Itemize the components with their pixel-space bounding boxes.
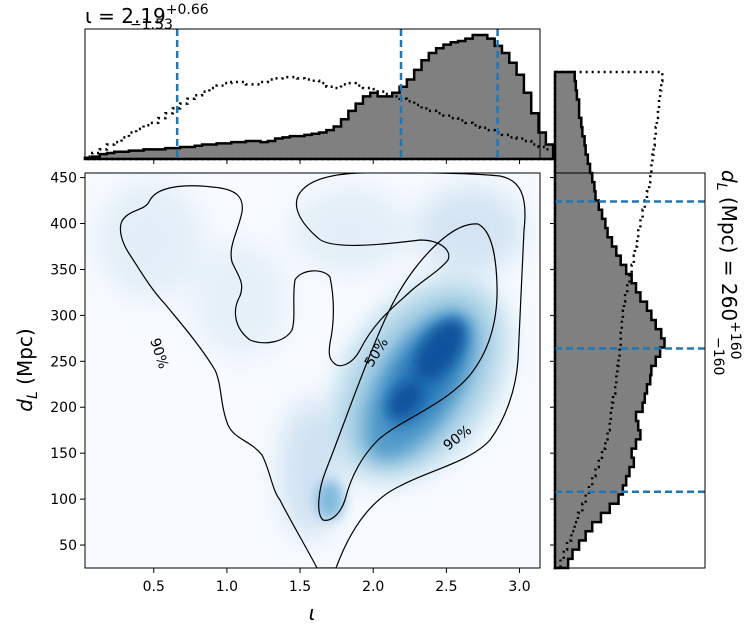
dl-posterior-histogram (553, 70, 666, 570)
right-panel-ticks (550, 177, 555, 546)
y-label-sub: L (25, 391, 41, 399)
y-tick-label: 100 (50, 492, 77, 508)
x-tick-label: 1.0 (216, 579, 238, 595)
y-tick-label: 350 (50, 262, 77, 278)
iota-prior-histogram (83, 75, 555, 161)
dl-quantile-lines (555, 200, 705, 494)
contour-90-outer (119, 173, 526, 568)
x-tick-label: 3.0 (508, 579, 530, 595)
top-panel-ticks (153, 159, 521, 164)
y-axis-label: dL (Mpc) (13, 328, 41, 411)
y-tick-label: 400 (50, 217, 77, 233)
iota-posterior-histogram (83, 33, 555, 161)
right-marginal-panel: dL (Mpc) = 260+160 −160 (550, 70, 750, 570)
dl-title-main-sub: L (713, 183, 729, 191)
x-tick-label: 0.5 (143, 579, 165, 595)
x-tick-label: 2.0 (362, 579, 384, 595)
iota-title-sub: −1.53 (130, 17, 173, 33)
top-marginal-panel: ι = 2.19+0.66 −1.53 (83, 0, 555, 164)
dl-title-sub: −160 (710, 337, 726, 375)
y-label-main: d (13, 399, 37, 412)
y-tick-label: 50 (59, 538, 77, 554)
density-heatmap (95, 173, 526, 568)
main-density-panel: 90% 50% 90% 0.5 1.0 1.5 2.0 2.5 3.0 501001502… (13, 171, 541, 625)
y-label-rest: (Mpc) (13, 328, 37, 391)
dl-title-rest: (Mpc) = 260 (717, 191, 741, 322)
iota-summary-title: ι = 2.19+0.66 −1.53 (85, 0, 215, 33)
contour-50 (318, 223, 498, 521)
iota-title-sup: +0.66 (166, 2, 209, 18)
x-axis-label: ι (309, 601, 316, 625)
dl-title-main: d (717, 170, 741, 183)
y-tick-label: 150 (50, 446, 77, 462)
iota-title-main: ι = 2.19 (85, 4, 166, 28)
y-tick-label: 200 (50, 400, 77, 416)
y-tick-label: 250 (50, 354, 77, 370)
dl-summary-title: dL (Mpc) = 260+160 −160 (710, 170, 750, 375)
main-y-ticks: 50 100 150 200 250 300 350 400 450 (50, 171, 85, 554)
x-tick-label: 2.5 (435, 579, 457, 595)
dl-title-sup: +160 (727, 321, 743, 359)
y-tick-label: 300 (50, 308, 77, 324)
x-tick-label: 1.5 (289, 579, 311, 595)
main-x-ticks: 0.5 1.0 1.5 2.0 2.5 3.0 (143, 568, 531, 595)
y-tick-label: 450 (50, 171, 77, 187)
